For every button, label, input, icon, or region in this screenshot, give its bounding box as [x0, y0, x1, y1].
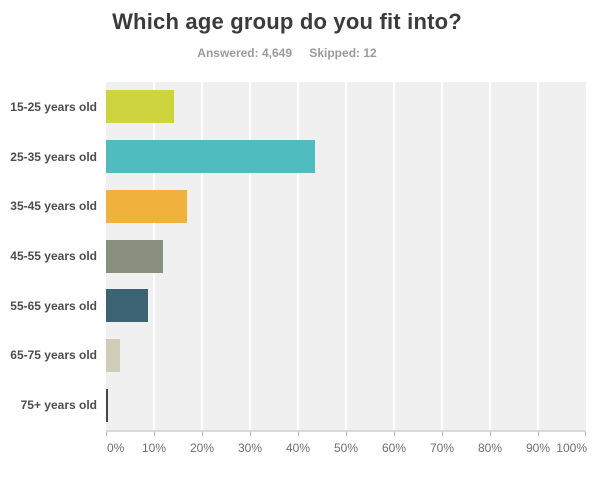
bar [106, 388, 108, 422]
bar-row [106, 281, 586, 331]
chart-header: Which age group do you fit into? Answere… [0, 8, 574, 60]
x-axis-label: 60% [381, 441, 407, 455]
x-axis-label: 0% [107, 441, 125, 455]
bar-row [106, 82, 586, 132]
bar-row [106, 181, 586, 231]
gridline-80% [489, 82, 491, 430]
bar-row [106, 380, 586, 430]
plot-area [106, 82, 586, 432]
axis-tick [346, 432, 347, 436]
gridline-60% [393, 82, 395, 430]
axis-tick [442, 432, 443, 436]
axis-tick [298, 432, 299, 436]
axis-tick [154, 432, 155, 436]
category-label: 25-35 years old [10, 149, 97, 164]
x-axis-label: 30% [237, 441, 263, 455]
category-label: 35-45 years old [10, 199, 97, 214]
x-axis-label: 80% [477, 441, 503, 455]
bar [106, 338, 120, 372]
x-axis-label: 100% [556, 441, 587, 455]
gridline-30% [249, 82, 251, 430]
y-axis-category-labels: 15-25 years old 25-35 years old 35-45 year… [0, 82, 97, 430]
x-axis-label: 10% [141, 441, 167, 455]
axis-tick [538, 432, 539, 436]
gridline-50% [345, 82, 347, 430]
x-axis-labels: 0% 10% 20% 30% 40% 50% 60% 70% 80% 90% 100% [0, 441, 609, 457]
answered-count: Answered: 4,649 [197, 46, 292, 60]
bar [106, 239, 164, 273]
bar-rows [106, 82, 586, 430]
category-label: 65-75 years old [10, 348, 97, 363]
axis-tick [106, 432, 107, 436]
x-axis-label: 40% [285, 441, 311, 455]
axis-tick [585, 432, 586, 436]
gridline-40% [297, 82, 299, 430]
x-axis-label: 70% [429, 441, 455, 455]
chart-title: Which age group do you fit into? [112, 9, 462, 34]
category-label: 45-55 years old [10, 249, 97, 264]
bar [106, 289, 148, 323]
bar [106, 189, 188, 223]
x-axis-label: 50% [333, 441, 359, 455]
bar-row [106, 331, 586, 381]
category-label: 15-25 years old [10, 99, 97, 114]
bar-row [106, 132, 586, 182]
x-axis-label: 20% [189, 441, 215, 455]
x-axis-label: 90% [525, 441, 551, 455]
chart-subtitle: Answered: 4,649 Skipped: 12 [0, 46, 574, 60]
axis-tick [250, 432, 251, 436]
gridline-20% [201, 82, 203, 430]
axis-tick [490, 432, 491, 436]
bar [106, 140, 315, 174]
bar [106, 90, 175, 124]
axis-tick [394, 432, 395, 436]
x-axis-ticks [0, 432, 609, 437]
skipped-count: Skipped: 12 [309, 46, 377, 60]
category-label: 75+ years old [20, 398, 97, 413]
category-label: 55-65 years old [10, 298, 97, 313]
bar-row [106, 231, 586, 281]
gridline-90% [537, 82, 539, 430]
axis-tick [202, 432, 203, 436]
gridline-70% [441, 82, 443, 430]
